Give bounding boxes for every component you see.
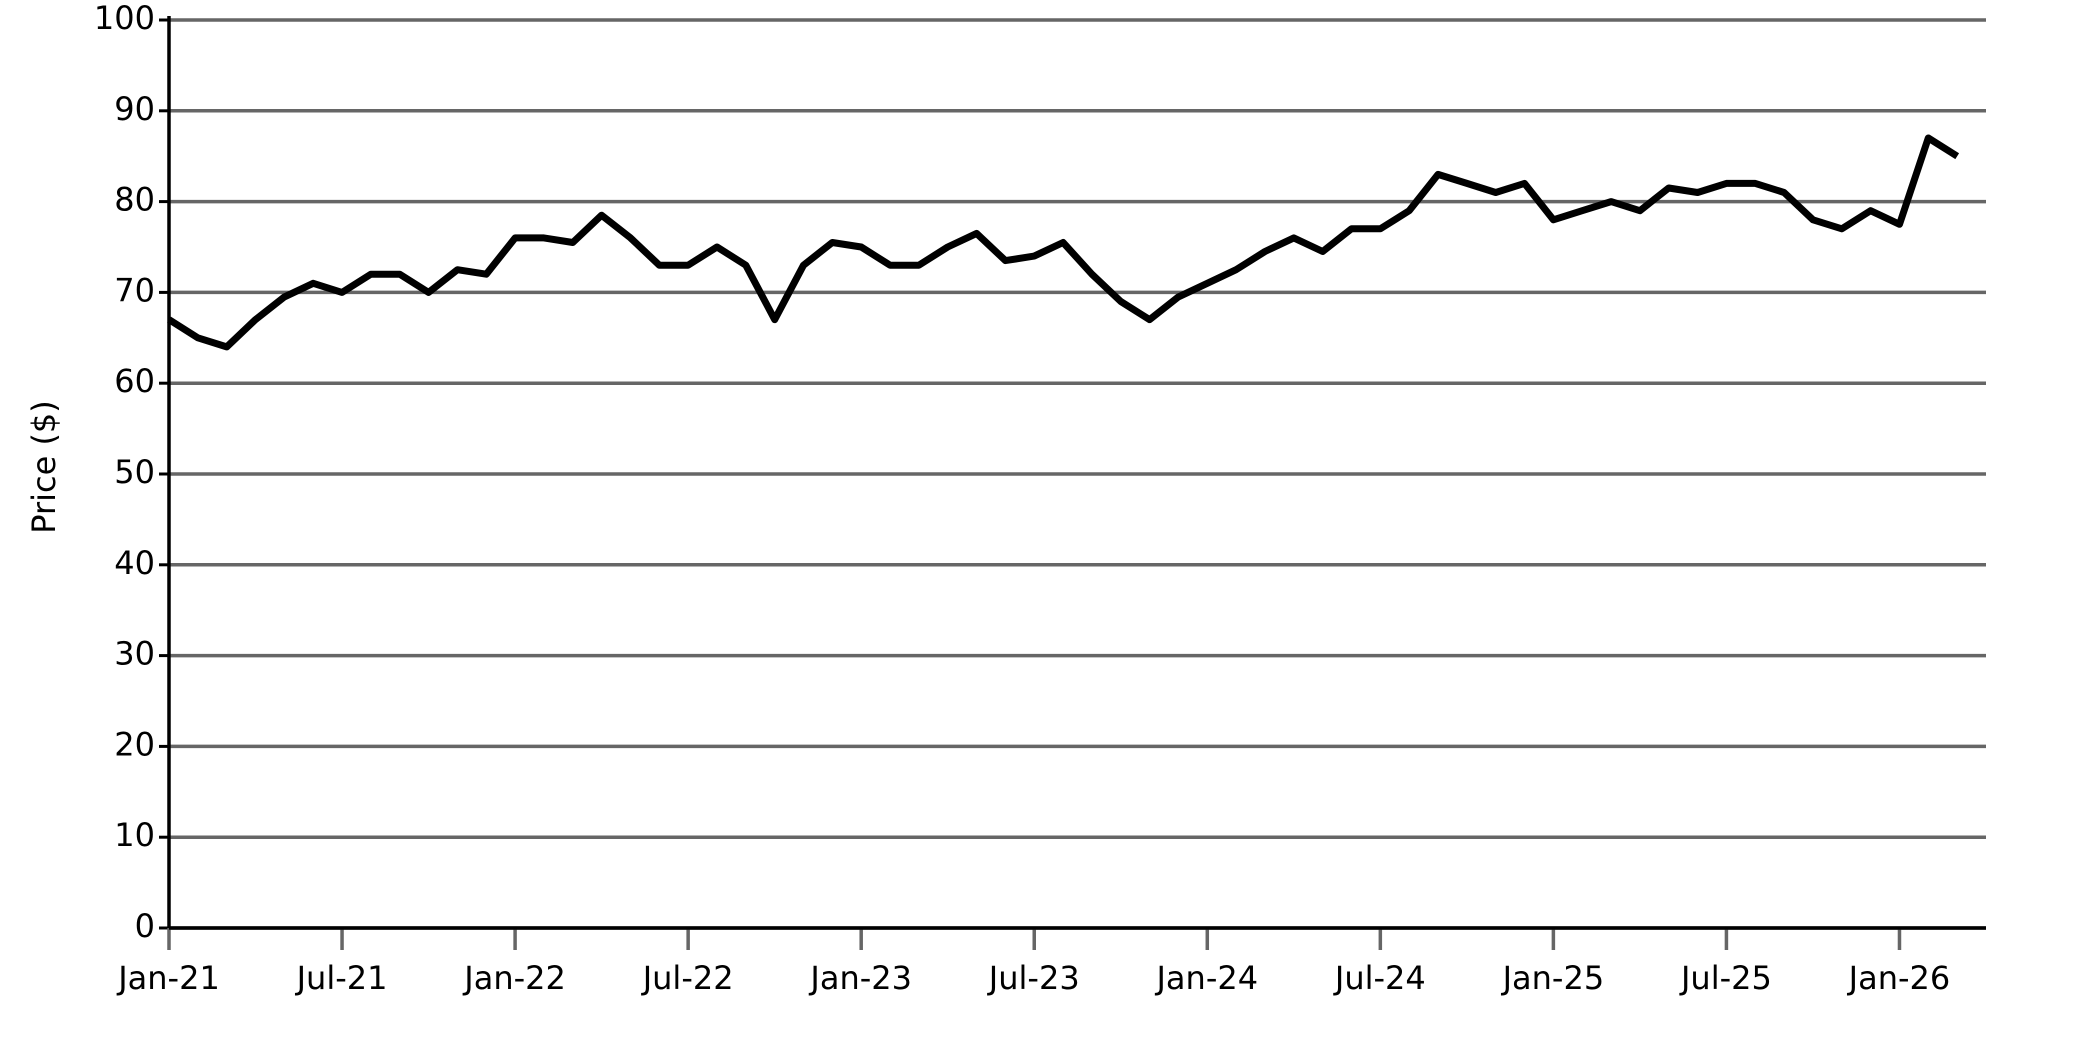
- y-tick-label: 10: [114, 816, 155, 854]
- y-tick-label: 50: [114, 453, 155, 491]
- x-tick-label: Jan-23: [808, 959, 912, 997]
- y-tick-label: 30: [114, 635, 155, 673]
- y-tick-label: 80: [114, 181, 155, 219]
- x-tick-label: Jan-21: [116, 959, 220, 997]
- x-tick-label: Jul-21: [295, 959, 388, 997]
- x-tick-label: Jul-24: [1333, 959, 1426, 997]
- x-tick-label: Jul-23: [987, 959, 1080, 997]
- x-tick-label: Jul-25: [1679, 959, 1772, 997]
- x-tick-label: Jul-22: [641, 959, 734, 997]
- y-tick-label: 90: [114, 90, 155, 128]
- x-tick-label: Jan-22: [462, 959, 566, 997]
- x-tick-label: Jan-25: [1501, 959, 1605, 997]
- y-tick-label: 0: [135, 907, 155, 945]
- y-tick-label: 70: [114, 271, 155, 309]
- y-tick-label: 60: [114, 362, 155, 400]
- x-tick-label: Jan-24: [1154, 959, 1258, 997]
- y-tick-label: 100: [94, 0, 155, 37]
- y-axis-label: Price ($): [25, 400, 63, 534]
- x-tick-label: Jan-26: [1847, 959, 1951, 997]
- y-tick-label: 20: [114, 725, 155, 763]
- price-line: [167, 134, 1960, 351]
- y-tick-label: 40: [114, 544, 155, 582]
